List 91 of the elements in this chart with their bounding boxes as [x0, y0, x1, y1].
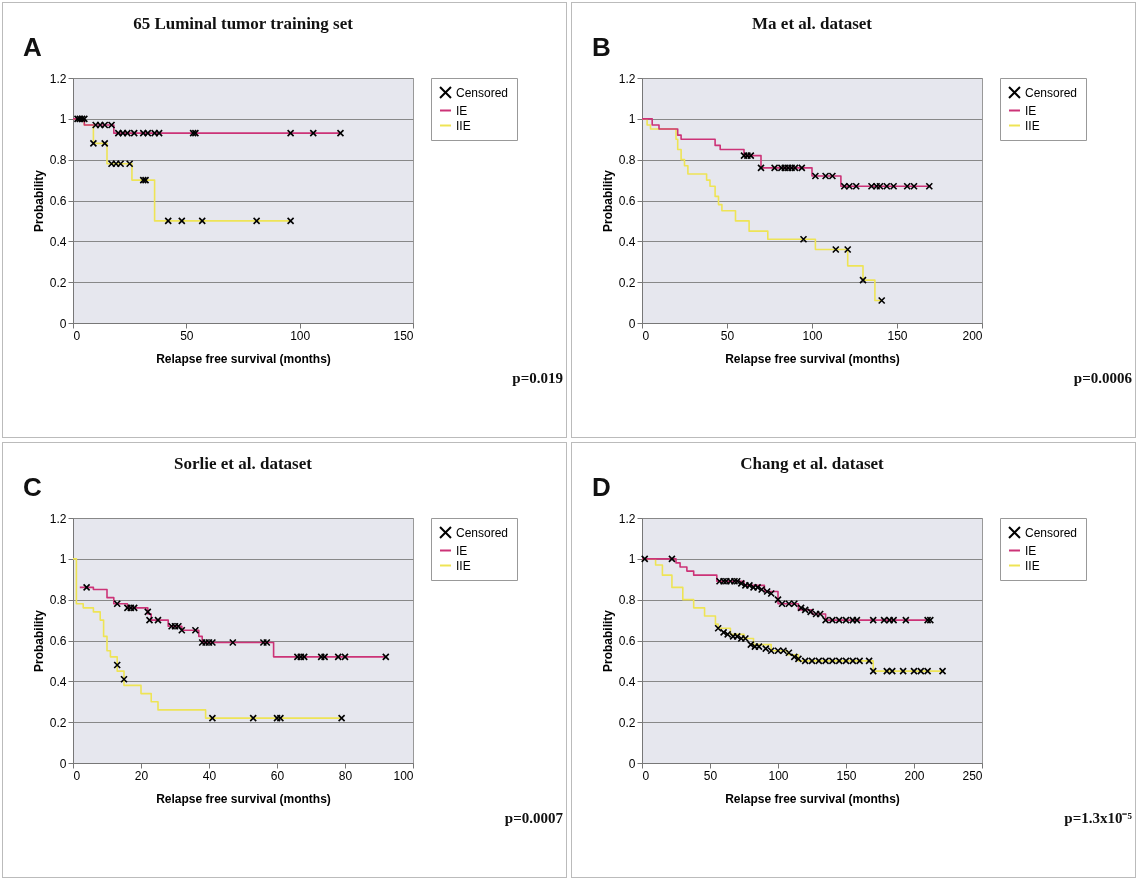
x-tick-label: 200	[904, 768, 925, 783]
y-tick-label: 1.2	[49, 511, 67, 526]
x-tick-label: 60	[270, 768, 285, 783]
x-tick-label: 150	[887, 328, 908, 343]
point	[273, 714, 281, 722]
x-axis-title: Relapse free survival (months)	[725, 791, 900, 806]
x-tick-label: 150	[836, 768, 857, 783]
text: C	[23, 472, 42, 502]
x-axis-title: Relapse free survival (months)	[156, 351, 331, 366]
x-tick-label: 250	[962, 768, 983, 783]
y-tick-label: 1.2	[618, 511, 636, 526]
y-tick-label: 0	[59, 756, 67, 771]
point	[82, 583, 91, 592]
legend-label: IIE	[1025, 118, 1040, 133]
x-tick-label: 0	[642, 768, 650, 783]
legend-label: Censored	[1025, 85, 1078, 100]
text: A	[23, 32, 42, 62]
y-tick-label: 0.6	[618, 634, 636, 648]
y-tick-label: 1	[59, 112, 67, 127]
y-tick-label: 0.6	[49, 634, 67, 648]
y-tick-label: 0	[59, 316, 67, 331]
x-tick-label: 50	[703, 768, 718, 783]
point	[144, 608, 152, 616]
text: p=0.0006	[1073, 370, 1133, 386]
x-tick-label: 100	[393, 768, 414, 783]
y-axis-title: Probability	[600, 169, 615, 233]
y-axis-title: Probability	[31, 169, 46, 233]
legend-label: IE	[1025, 543, 1037, 558]
legend-label: IE	[1025, 103, 1037, 118]
x-tick-label: 150	[393, 328, 414, 343]
legend-label: IE	[456, 103, 468, 118]
legend-label: Censored	[456, 85, 509, 100]
point	[925, 182, 934, 191]
y-tick-label: 0.2	[618, 715, 636, 730]
chart-title: Ma et al. dataset	[752, 14, 873, 33]
x-tick-label: 100	[768, 768, 789, 783]
y-tick-label: 0.4	[49, 234, 67, 249]
x-tick-label: 0	[73, 768, 81, 783]
y-tick-label: 1	[628, 112, 636, 127]
chart-title: Sorlie et al. dataset	[174, 454, 313, 473]
x-tick-label: 100	[290, 328, 311, 343]
y-tick-label: 0.2	[49, 275, 67, 290]
y-tick-label: 0.2	[49, 715, 67, 730]
legend-label: IE	[456, 543, 468, 558]
point	[382, 653, 390, 661]
y-tick-label: 0.6	[618, 194, 636, 208]
chart-title: 65 Luminal tumor training set	[133, 14, 354, 33]
x-axis-title: Relapse free survival (months)	[156, 791, 331, 806]
y-tick-label: 0.2	[618, 275, 636, 290]
text: p=0.0007	[504, 810, 564, 826]
legend-label: IIE	[1025, 558, 1040, 573]
legend-label: IIE	[456, 118, 471, 133]
point	[178, 626, 186, 635]
x-axis-title: Relapse free survival (months)	[725, 351, 900, 366]
point	[859, 276, 867, 284]
text: p=0.019	[512, 370, 563, 386]
y-tick-label: 0.8	[49, 593, 67, 608]
x-tick-label: 40	[202, 768, 217, 783]
y-tick-label: 0.4	[618, 234, 636, 249]
y-tick-label: 0.4	[618, 674, 636, 689]
x-tick-label: 80	[338, 768, 353, 783]
x-tick-label: 0	[642, 328, 650, 343]
y-tick-label: 0.6	[49, 194, 67, 208]
x-tick-label: 20	[134, 768, 149, 783]
legend-label: Censored	[1025, 525, 1078, 540]
x-tick-label: 0	[73, 328, 81, 343]
y-tick-label: 1	[628, 552, 636, 567]
x-tick-label: 100	[802, 328, 823, 343]
y-axis-title: Probability	[600, 609, 615, 673]
point	[113, 599, 121, 608]
y-axis-title: Probability	[31, 609, 46, 673]
point	[249, 714, 257, 722]
y-tick-label: 0.8	[618, 153, 636, 168]
y-tick-label: 0	[628, 756, 636, 771]
x-tick-label: 200	[962, 328, 983, 343]
x-tick-label: 50	[720, 328, 735, 343]
x-tick-label: 50	[180, 328, 194, 343]
text: B	[592, 32, 611, 62]
y-tick-label: 0.8	[618, 593, 636, 608]
text: D	[592, 472, 611, 502]
legend-label: IIE	[456, 558, 471, 573]
y-tick-label: 1.2	[49, 71, 67, 86]
y-tick-label: 1.2	[618, 71, 636, 86]
chart-title: Chang et al. dataset	[740, 454, 885, 473]
y-tick-label: 0	[628, 316, 636, 331]
y-tick-label: 0.4	[49, 674, 67, 689]
y-tick-label: 1	[59, 552, 67, 567]
y-tick-label: 0.8	[49, 153, 67, 168]
legend-label: Censored	[456, 525, 509, 540]
text: p=1.3x10⁻⁵	[1064, 810, 1133, 826]
point	[191, 626, 200, 635]
